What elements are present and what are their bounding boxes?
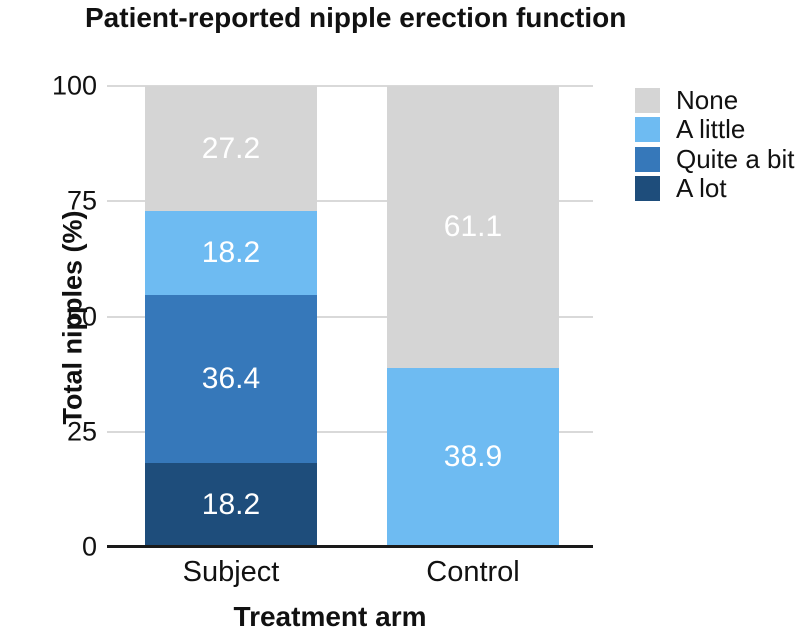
legend-swatch-a-lot	[635, 175, 660, 201]
value-label-subject-quite-a-bit: 36.4	[201, 362, 261, 396]
y-tick-label-25: 25	[66, 416, 97, 447]
x-axis-title: Treatment arm	[233, 601, 427, 632]
segment-subject-a-little: 18.2	[145, 211, 317, 296]
legend-item-a-little: A little	[635, 114, 746, 145]
legend-label-quite-a-bit: Quite a bit	[676, 143, 795, 174]
value-label-subject-a-little: 18.2	[201, 236, 261, 270]
legend-item-a-lot: A lot	[635, 172, 727, 203]
plot-area: 18.2 36.4 18.2 27.2 38.9 61.1	[107, 85, 593, 548]
gridline-100	[107, 85, 593, 87]
legend-swatch-quite-a-bit	[635, 146, 660, 172]
bar-subject: 18.2 36.4 18.2 27.2	[145, 86, 317, 547]
x-axis-line	[107, 545, 593, 548]
segment-subject-a-lot: 18.2	[145, 463, 317, 547]
y-tick-label-0: 0	[81, 531, 97, 562]
y-tick-label-75: 75	[66, 185, 97, 216]
x-tick-label-subject: Subject	[182, 556, 280, 588]
bar-control: 38.9 61.1	[387, 86, 559, 547]
gridline-50	[107, 315, 593, 318]
legend-label-a-little: A little	[676, 114, 746, 145]
legend-item-none: None	[635, 85, 739, 115]
legend-swatch-a-little	[635, 117, 660, 143]
segment-subject-quite-a-bit: 36.4	[145, 295, 317, 464]
legend-label-a-lot: A lot	[676, 172, 727, 203]
legend-item-quite-a-bit: Quite a bit	[635, 143, 795, 174]
legend-swatch-none	[635, 88, 660, 113]
segment-subject-none: 27.2	[145, 86, 317, 212]
value-label-control-none: 61.1	[443, 209, 503, 243]
gridline-25	[107, 430, 593, 433]
value-label-control-a-little: 38.9	[443, 440, 503, 474]
segment-control-none: 61.1	[387, 86, 559, 368]
value-label-subject-none: 27.2	[201, 131, 261, 165]
y-tick-label-100: 100	[51, 70, 97, 101]
y-tick-label-50: 50	[66, 301, 97, 331]
value-label-subject-a-lot: 18.2	[201, 488, 261, 522]
legend-label-none: None	[676, 85, 739, 115]
chart-title: Patient-reported nipple erection functio…	[85, 2, 627, 33]
segment-control-a-little: 38.9	[387, 367, 559, 547]
x-tick-label-control: Control	[426, 556, 520, 588]
gridline-75	[107, 200, 593, 203]
